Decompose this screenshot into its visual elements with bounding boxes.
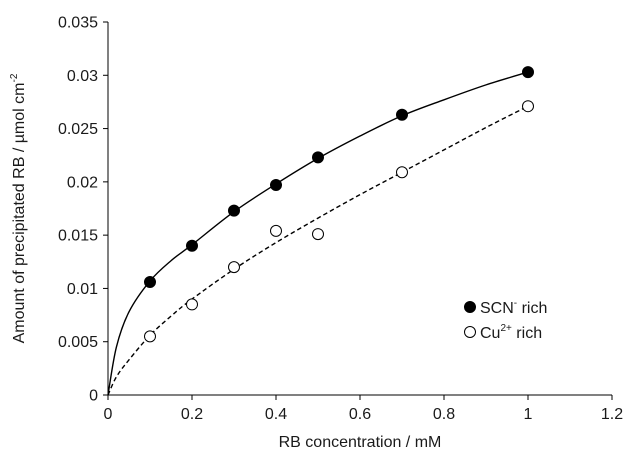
- data-point-scn-rich: [145, 277, 156, 288]
- legend: SCN- rich Cu2+ rich: [465, 298, 548, 342]
- data-point-cu-rich: [187, 299, 198, 310]
- y-tick-label: 0.02: [67, 174, 98, 191]
- y-axis-label-sup: -2: [9, 73, 20, 82]
- x-axis-label: RB concentration / mM: [279, 434, 442, 451]
- y-axis-label-base: Amount of precipitated RB / µmol cm: [11, 83, 28, 344]
- data-point-cu-rich: [397, 167, 408, 178]
- y-tick-label: 0.01: [67, 281, 98, 298]
- y-tick-label: 0.005: [58, 334, 98, 351]
- x-tick-label: 1.2: [601, 406, 623, 423]
- data-point-cu-rich: [145, 331, 156, 342]
- legend-label-scn-rich: SCN- rich: [480, 298, 547, 317]
- data-point-cu-rich: [523, 101, 534, 112]
- legend-label-scn-rich-base: SCN: [480, 300, 514, 317]
- legend-marker-scn-rich: [465, 302, 476, 313]
- x-tick-label: 0.8: [433, 406, 455, 423]
- data-point-cu-rich: [313, 229, 324, 240]
- y-tick-label: 0.035: [58, 15, 98, 32]
- data-point-cu-rich: [229, 262, 240, 273]
- legend-label-cu-rich-sup: 2+: [500, 323, 512, 334]
- data-point-scn-rich: [397, 109, 408, 120]
- series-line-cu-rich: [108, 106, 528, 395]
- x-tick-label: 0.4: [265, 406, 287, 423]
- data-point-scn-rich: [313, 152, 324, 163]
- data-point-scn-rich: [229, 205, 240, 216]
- x-tick-label: 0: [104, 406, 113, 423]
- y-tick-label: 0: [89, 388, 98, 405]
- legend-marker-cu-rich: [465, 327, 476, 338]
- y-tick-label: 0.015: [58, 228, 98, 245]
- x-tick-label: 0.6: [349, 406, 371, 423]
- y-tick-label: 0.03: [67, 68, 98, 85]
- ticks: 0 0.2 0.4 0.6 0.8 1 1.2 0 0.005 0.01 0.015 0.02 0.02…: [58, 15, 623, 424]
- plot-area: [108, 67, 534, 395]
- legend-label-cu-rich-rest: rich: [512, 325, 542, 342]
- x-tick-label: 0.2: [181, 406, 203, 423]
- legend-label-cu-rich: Cu2+ rich: [480, 323, 542, 342]
- data-point-scn-rich: [523, 67, 534, 78]
- y-tick-label: 0.025: [58, 121, 98, 138]
- data-point-scn-rich: [271, 180, 282, 191]
- x-tick-label: 1: [524, 406, 533, 423]
- y-axis-label: Amount of precipitated RB / µmol cm-2: [9, 73, 28, 343]
- data-point-cu-rich: [271, 225, 282, 236]
- legend-label-cu-rich-base: Cu: [480, 325, 500, 342]
- legend-label-scn-rich-rest: rich: [517, 300, 547, 317]
- data-point-scn-rich: [187, 240, 198, 251]
